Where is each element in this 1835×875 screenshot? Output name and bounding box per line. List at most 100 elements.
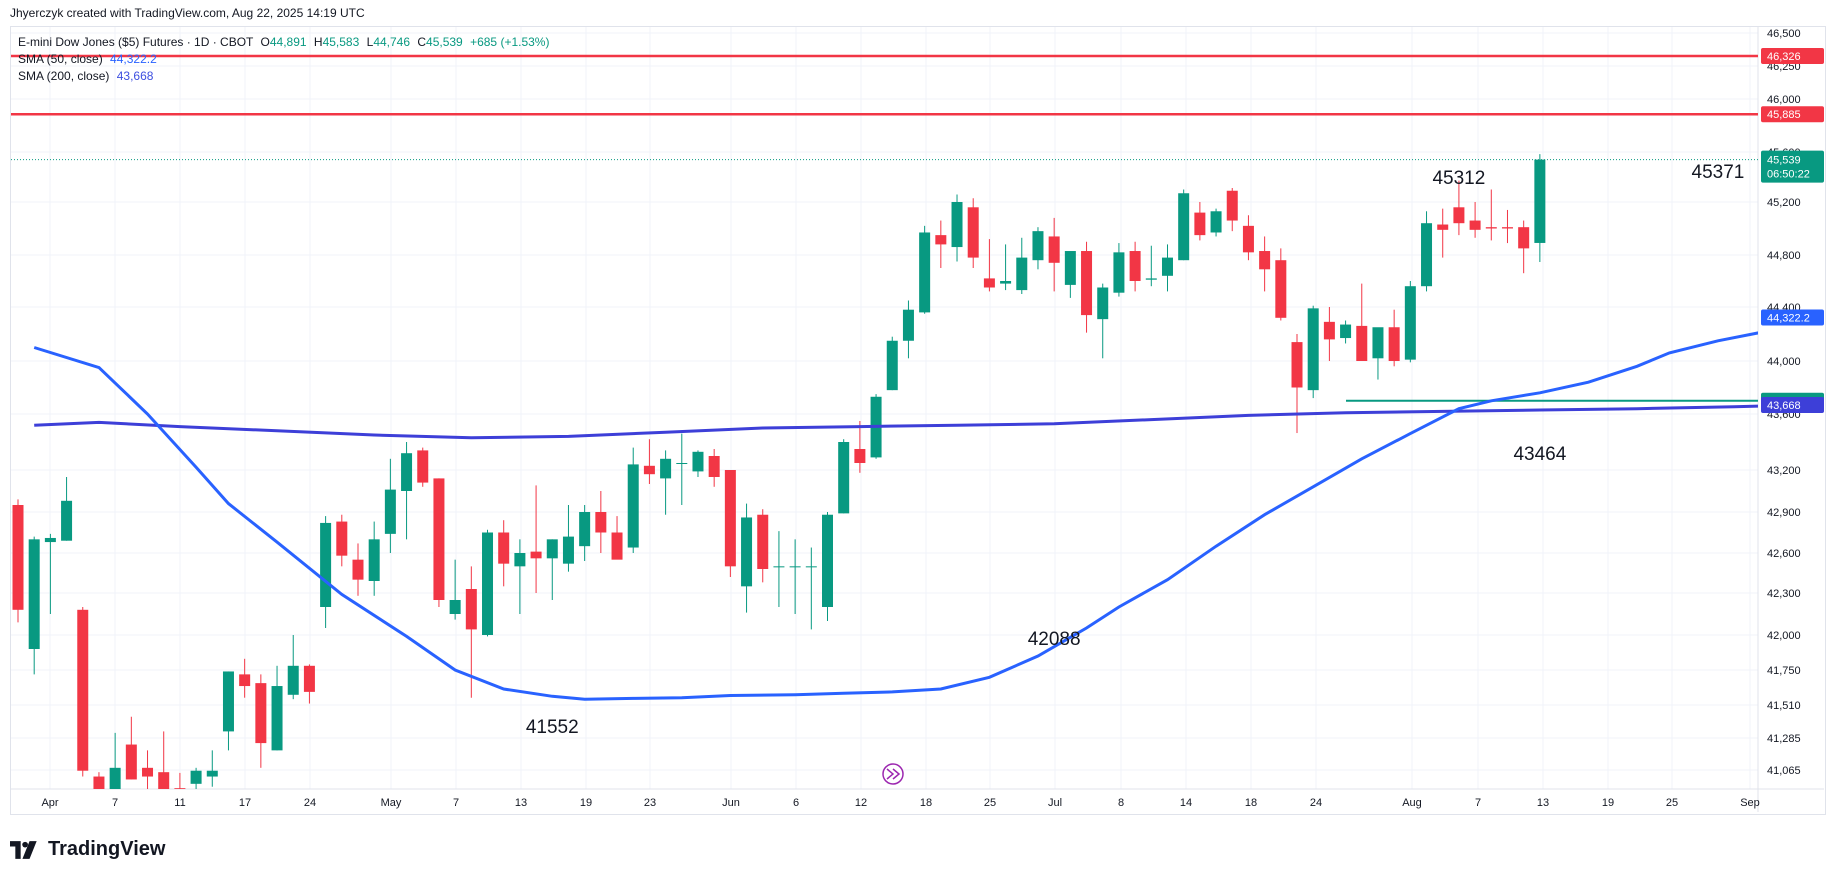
candle-down — [1518, 227, 1530, 249]
price-annotation: 43464 — [1513, 444, 1566, 465]
price-annotation: 45371 — [1692, 162, 1745, 183]
candle-up — [1032, 231, 1044, 261]
sma50-label[interactable]: SMA (50, close) — [18, 52, 103, 66]
tradingview-logo-icon — [10, 840, 37, 859]
sma50-price-tag: 44,322.2 — [1767, 313, 1810, 325]
y-tick-label: 42,000 — [1767, 630, 1801, 642]
candle-up — [838, 442, 850, 514]
candle-down — [724, 470, 736, 567]
candle-down — [239, 674, 251, 687]
candle-up — [1000, 281, 1012, 284]
resistance-price-tag: 45,885 — [1767, 109, 1801, 121]
candle-up — [44, 537, 56, 543]
candle-down — [1356, 325, 1368, 361]
y-tick-label: 42,600 — [1767, 548, 1801, 560]
countdown-tag: 06:50:22 — [1767, 169, 1810, 181]
candle-down — [611, 532, 623, 560]
candle-up — [1421, 223, 1433, 287]
y-tick-label: 43,200 — [1767, 465, 1801, 477]
sma200-label[interactable]: SMA (200, close) — [18, 69, 110, 83]
candle-up — [789, 566, 801, 568]
x-tick-label: 24 — [304, 797, 316, 809]
candle-up — [61, 500, 73, 541]
sma50-value: 44,322.2 — [110, 52, 157, 66]
candle-up — [28, 539, 40, 649]
x-tick-label: 13 — [1537, 797, 1549, 809]
double-chevron-icon — [886, 768, 901, 780]
candle-up — [368, 539, 380, 581]
last-price-tag-bg — [1761, 150, 1824, 183]
x-tick-label: 7 — [453, 797, 459, 809]
symbol-title[interactable]: E-mini Dow Jones ($5) Futures · 1D · CBO… — [18, 35, 254, 49]
price-chart[interactable]: 46,50046,25046,00045,60045,20044,80044,4… — [0, 0, 1835, 830]
candle-up — [1404, 286, 1416, 360]
high-label: H — [313, 35, 323, 49]
candle-up — [320, 522, 332, 607]
candle-up — [206, 770, 218, 777]
x-tick-label: 24 — [1310, 797, 1322, 809]
candle-down — [1259, 251, 1271, 270]
x-tick-label: 6 — [793, 797, 799, 809]
candle-down — [93, 776, 105, 789]
price-annotation: 41552 — [526, 717, 579, 738]
low-label: L — [366, 35, 374, 49]
candle-up — [1340, 324, 1352, 339]
candle-up — [805, 566, 817, 568]
x-tick-label: 14 — [1180, 797, 1192, 809]
sma50-price-tag-bg — [1761, 309, 1824, 326]
candle-down — [1048, 236, 1060, 263]
candle-down — [498, 532, 510, 564]
candle-down — [595, 512, 607, 533]
candle-down — [465, 589, 477, 630]
x-tick-label: 7 — [1475, 797, 1481, 809]
x-tick-label: 18 — [920, 797, 932, 809]
candle-up — [271, 686, 283, 751]
tradingview-brand[interactable]: TradingView — [10, 838, 165, 861]
candle-up — [1210, 211, 1222, 233]
candle-up — [401, 453, 413, 491]
candle-up — [773, 566, 785, 568]
x-tick-label: Apr — [41, 797, 58, 809]
candle-up — [741, 517, 753, 587]
candle-down — [1323, 321, 1335, 340]
low-value: 44,746 — [373, 35, 411, 49]
candle-up — [562, 536, 574, 564]
candle-down — [1388, 327, 1400, 361]
candle-up — [822, 514, 833, 607]
candle-down — [757, 514, 769, 569]
open-label: O — [260, 35, 270, 49]
sma50-line — [33, 331, 1758, 701]
x-tick-label: May — [381, 797, 402, 809]
candle-down — [352, 559, 364, 580]
candle-up — [1016, 257, 1028, 291]
candle-up — [449, 600, 461, 614]
close-value: 45,539 — [426, 35, 463, 49]
candle-up — [482, 532, 494, 635]
candle-down — [303, 665, 315, 692]
chart-legend: E-mini Dow Jones ($5) Futures · 1D · CBO… — [18, 34, 549, 85]
candle-up — [1161, 257, 1173, 276]
y-tick-label: 46,250 — [1767, 61, 1801, 73]
x-tick-label: 8 — [1118, 797, 1124, 809]
sma200-value: 43,668 — [116, 69, 154, 83]
y-tick-label: 46,500 — [1767, 28, 1801, 40]
x-tick-label: 25 — [1666, 797, 1678, 809]
y-tick-label: 41,510 — [1767, 700, 1801, 712]
candle-down — [967, 207, 979, 258]
candle-down — [77, 609, 89, 771]
candle-up — [287, 665, 299, 695]
candle-up — [676, 463, 688, 464]
candle-down — [854, 449, 866, 463]
x-tick-label: 19 — [580, 797, 592, 809]
candle-up — [190, 770, 202, 784]
candle-up — [1113, 252, 1125, 293]
x-tick-label: Aug — [1402, 797, 1422, 809]
y-tick-label: 42,900 — [1767, 507, 1801, 519]
candle-up — [109, 767, 121, 789]
resistance-price-tag-bg — [1761, 106, 1824, 123]
candle-down — [708, 456, 720, 477]
candle-up — [692, 451, 704, 472]
candle-down — [174, 788, 186, 789]
price-annotation: 45312 — [1432, 168, 1485, 189]
candle-up — [627, 464, 639, 548]
